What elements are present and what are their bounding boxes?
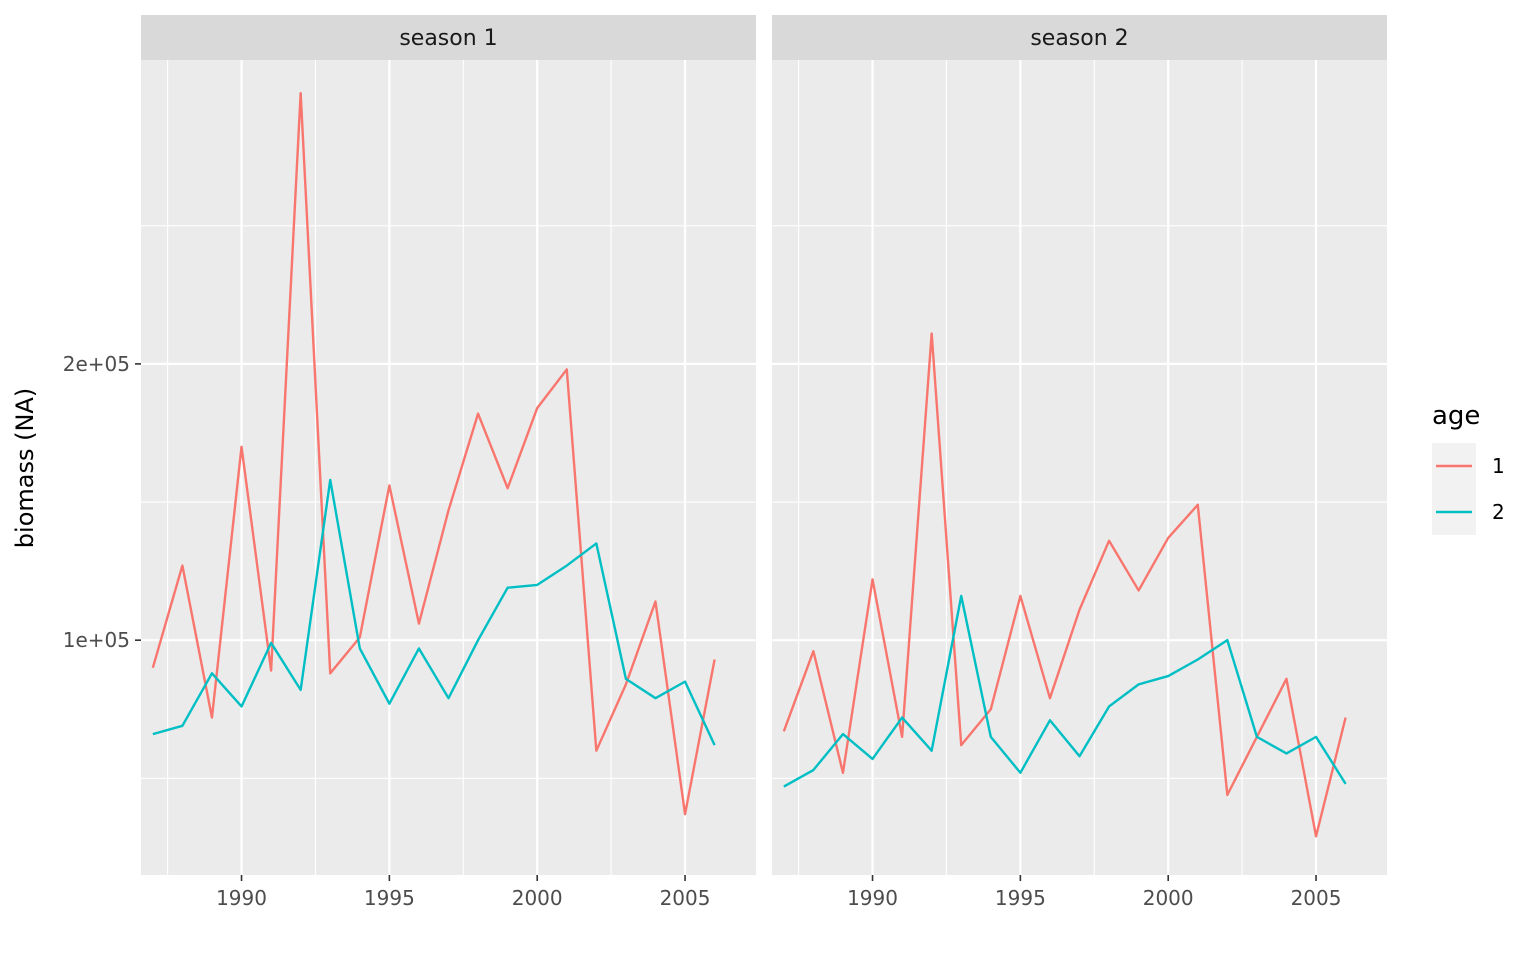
x-tick-label: 1990 [216,886,267,910]
x-tick-label: 2000 [512,886,563,910]
y-axis-title: biomass (NA) [11,388,39,548]
panel-2: season 2 1990 1995 2000 2005 [772,15,1387,910]
strip-label: season 2 [1030,26,1128,51]
x-tick-label: 2005 [1291,886,1342,910]
legend-label-1: 1 [1492,454,1505,478]
series-line-age-1 [151,91,716,816]
legend-title: age [1432,401,1480,431]
series-line-age-2 [783,594,1347,788]
x-tick-label: 1995 [364,886,415,910]
strip-background [772,15,1387,60]
strip-background [141,15,756,60]
x-tick-label: 2005 [660,886,711,910]
x-tick-label: 1990 [847,886,898,910]
x-tick-label: 2000 [1143,886,1194,910]
panel-1: season 1 1990 1995 2000 2005 1e+05 2e+05 [63,15,756,910]
legend-keys: 12 [1432,443,1505,535]
y-tick-label: 1e+05 [63,628,130,652]
panel-background [772,60,1387,875]
panel-background [141,60,756,875]
series-line-age-2 [152,478,716,746]
strip-label: season 1 [399,26,497,51]
legend-label-2: 2 [1492,500,1505,524]
series-line-age-1 [782,332,1347,838]
x-tick-label: 1995 [995,886,1046,910]
y-tick-label: 2e+05 [63,352,130,376]
legend: age 12 [1432,401,1505,535]
